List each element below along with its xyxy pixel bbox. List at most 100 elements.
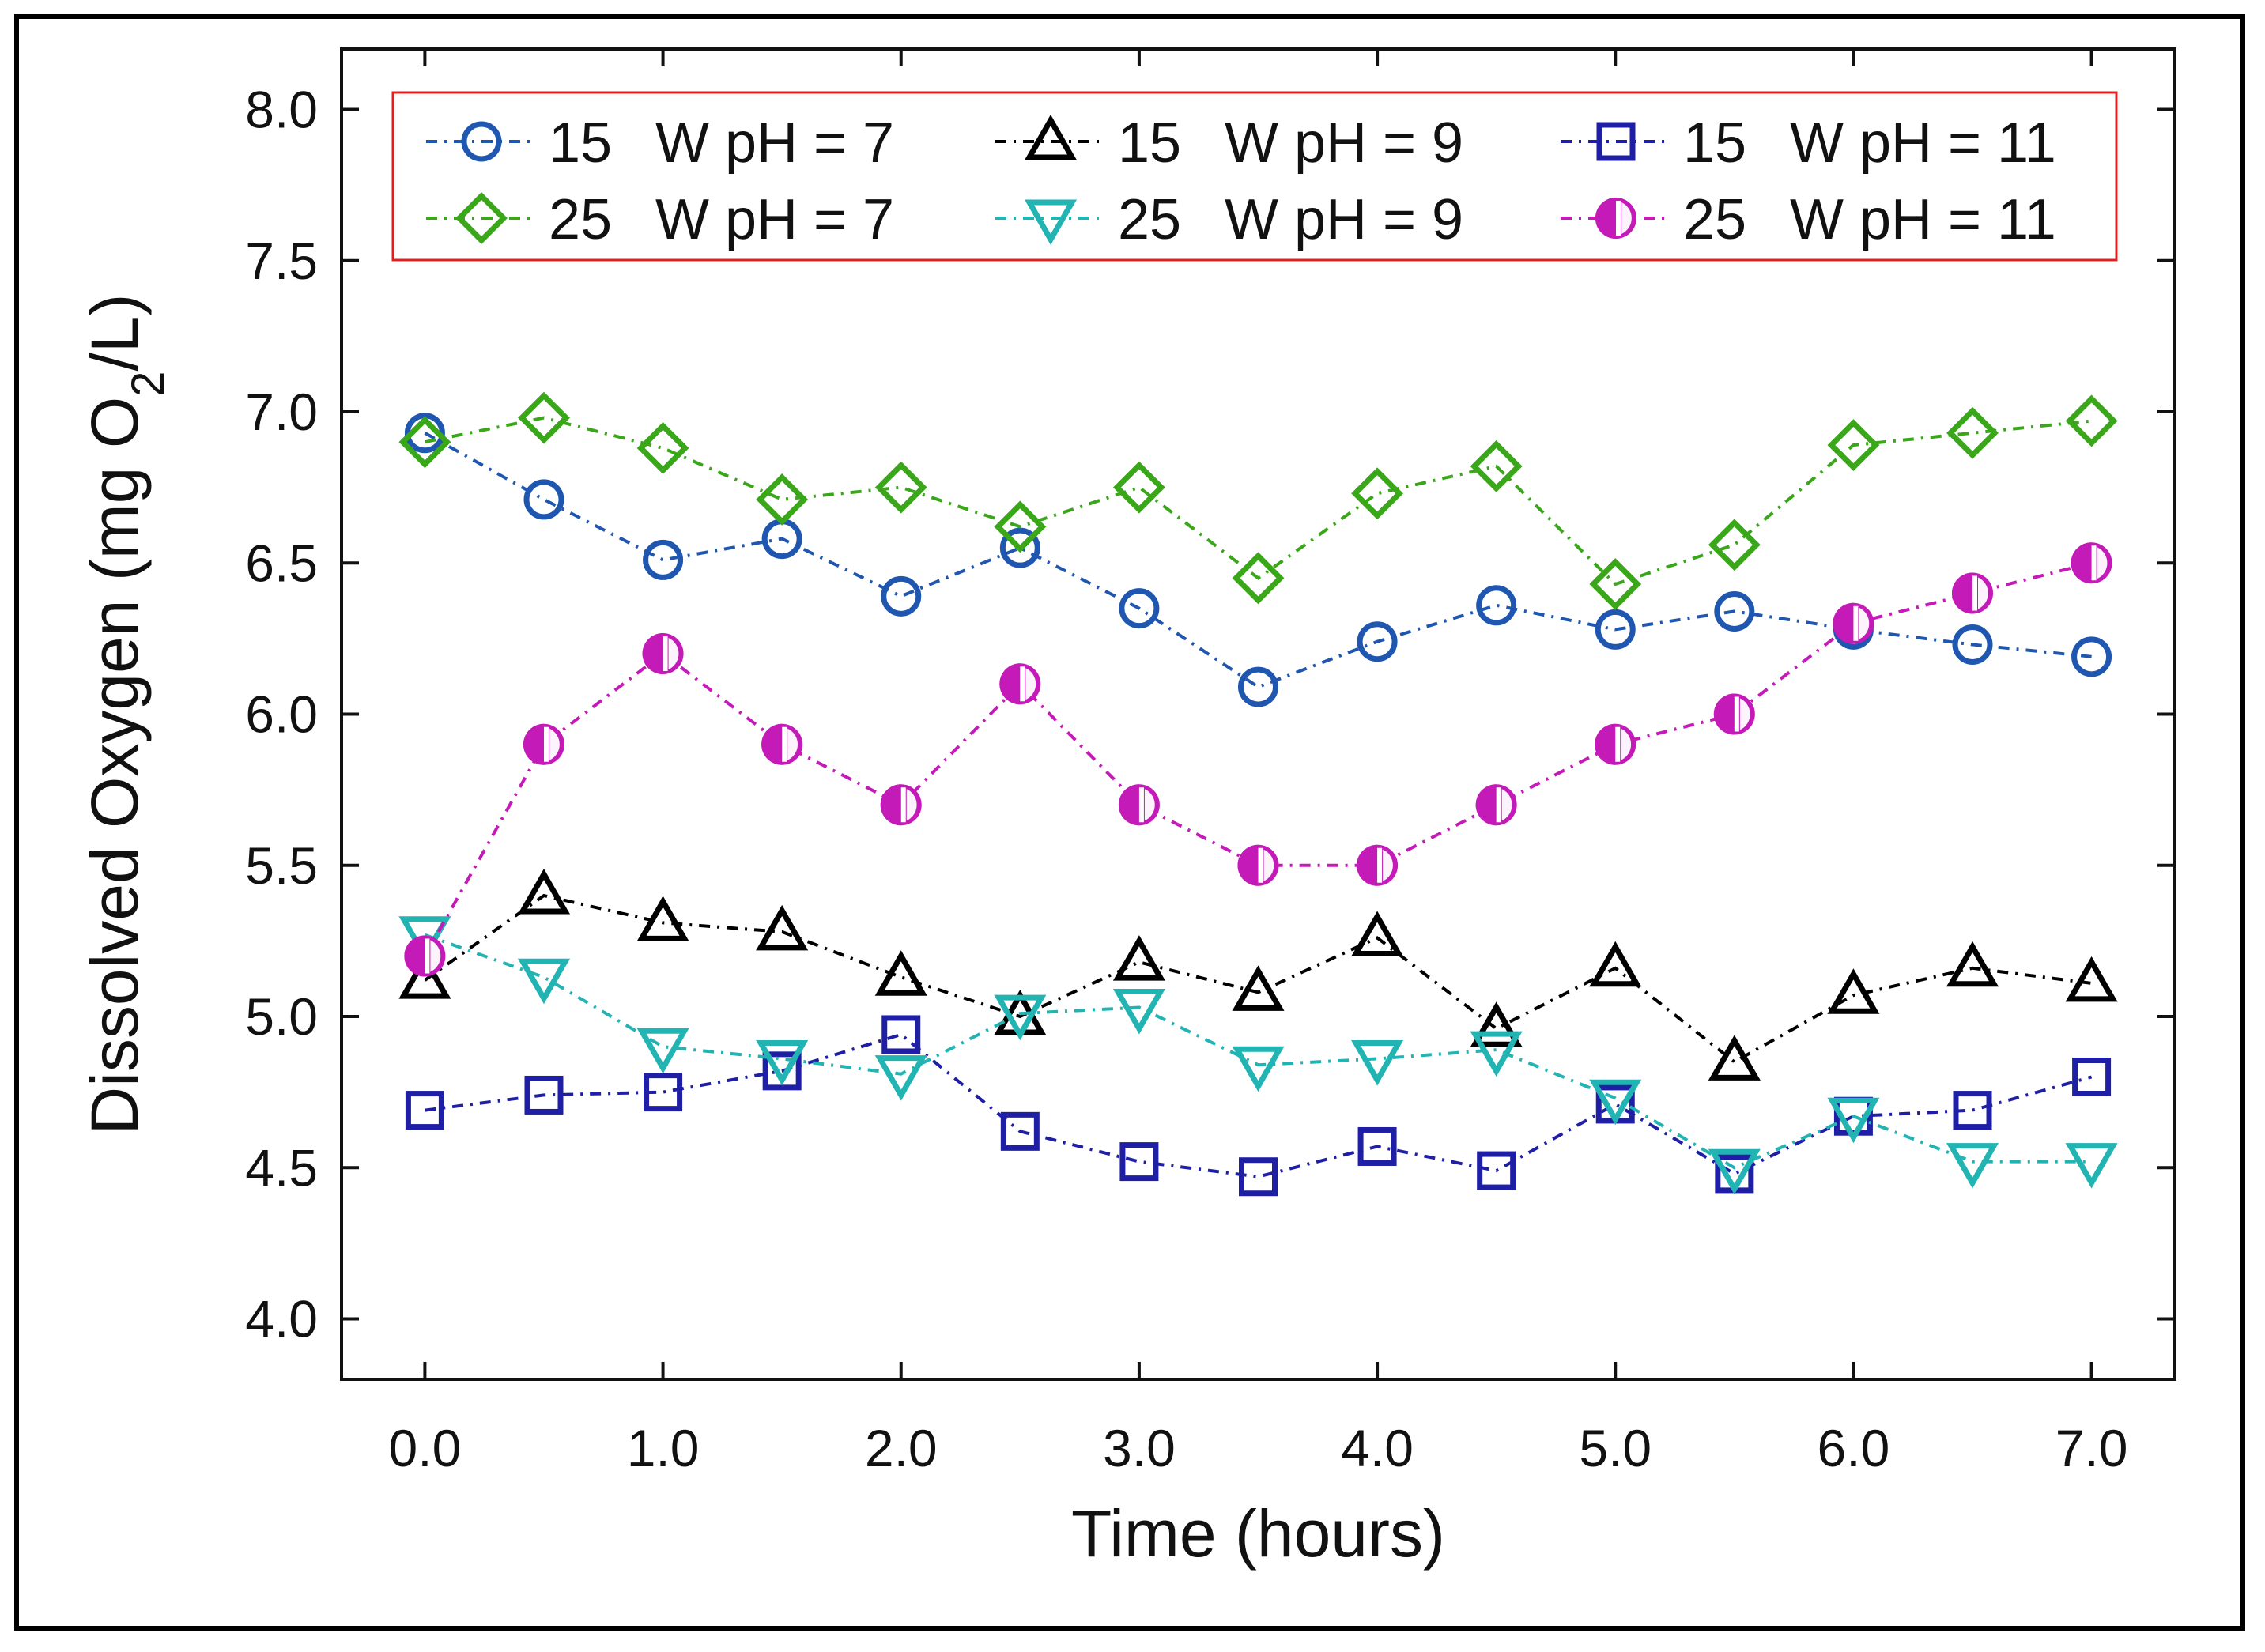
data-point bbox=[1589, 941, 1642, 987]
data-point bbox=[1708, 1035, 1761, 1081]
data-point bbox=[636, 896, 689, 941]
legend-item: 25 W pH = 7 bbox=[426, 188, 894, 251]
data-point bbox=[2065, 956, 2118, 1002]
series-line bbox=[425, 1032, 2093, 1179]
series-line bbox=[424, 933, 2092, 1170]
data-point bbox=[1351, 1040, 1404, 1086]
data-point bbox=[524, 1075, 564, 1115]
data-point bbox=[1351, 467, 1404, 520]
legend-item: 15 W pH = 7 bbox=[426, 111, 894, 175]
data-point bbox=[517, 958, 571, 1005]
data-point bbox=[1708, 1148, 1761, 1195]
data-point bbox=[1714, 590, 1755, 632]
data-point bbox=[874, 1055, 927, 1101]
data-point bbox=[1357, 1126, 1397, 1166]
legend-label-unit: W pH = 9 bbox=[1225, 111, 1463, 175]
data-point bbox=[874, 461, 927, 514]
x-tick-label: 4.0 bbox=[1341, 1419, 1414, 1477]
y-tick-label: 4.0 bbox=[245, 1290, 318, 1348]
data-point bbox=[1952, 572, 1994, 614]
data-point bbox=[1595, 723, 1636, 765]
data-point bbox=[1827, 419, 1880, 472]
legend-box bbox=[391, 91, 2118, 262]
data-point bbox=[1470, 1031, 1523, 1077]
data-point bbox=[880, 784, 922, 826]
data-point bbox=[1833, 602, 1874, 644]
data-point bbox=[1946, 1143, 1999, 1189]
data-point bbox=[1713, 693, 1755, 735]
series-diamond bbox=[398, 391, 2118, 610]
series-triangle-up bbox=[398, 868, 2118, 1081]
data-point bbox=[1232, 552, 1285, 605]
data-point bbox=[881, 575, 922, 617]
x-tick-label: 5.0 bbox=[1579, 1419, 1652, 1477]
figure-frame: 0.0 1.0 2.0 3.0 4.0 5.0 6.0 7.0 4.0 4.5 5.0 5.5 6.0 6… bbox=[14, 14, 2245, 1631]
series-line bbox=[424, 893, 2092, 1064]
data-point bbox=[1232, 1046, 1285, 1092]
data-point bbox=[1239, 1157, 1278, 1197]
data-point bbox=[994, 500, 1047, 553]
x-axis-title: Time (hours) bbox=[1071, 1496, 1445, 1571]
legend-label-unit: W pH = 11 bbox=[1790, 188, 2056, 251]
y-tick-label: 4.5 bbox=[245, 1138, 318, 1197]
data-point bbox=[1112, 935, 1165, 981]
data-point bbox=[2071, 636, 2112, 677]
data-point bbox=[405, 1091, 444, 1130]
legend-marker bbox=[455, 192, 508, 244]
legend-marker bbox=[461, 121, 502, 162]
legend-marker bbox=[1024, 114, 1078, 160]
data-point bbox=[643, 539, 684, 580]
data-point bbox=[1112, 461, 1165, 514]
data-point bbox=[1708, 519, 1761, 571]
data-point bbox=[1475, 784, 1517, 826]
legend-label-number: 25 bbox=[1683, 188, 1746, 251]
y-tick-label: 6.0 bbox=[245, 685, 318, 744]
data-point bbox=[523, 479, 564, 520]
data-point bbox=[523, 723, 564, 765]
data-point bbox=[642, 633, 684, 674]
data-point bbox=[398, 953, 451, 999]
data-point bbox=[2072, 1058, 2112, 1096]
data-point bbox=[881, 1015, 921, 1054]
legend-marker bbox=[1024, 199, 1078, 246]
legend-label-unit: W pH = 7 bbox=[655, 111, 894, 175]
data-point bbox=[518, 391, 570, 444]
data-point bbox=[999, 527, 1040, 568]
data-point bbox=[1119, 1142, 1159, 1182]
x-tick-label: 1.0 bbox=[627, 1419, 700, 1477]
data-point bbox=[1827, 968, 1880, 1014]
x-tick-label: 6.0 bbox=[1818, 1419, 1890, 1477]
data-point bbox=[1827, 1097, 1880, 1144]
series-triangle-down bbox=[398, 916, 2118, 1195]
data-point bbox=[1946, 406, 1999, 459]
data-point bbox=[1112, 989, 1165, 1035]
data-point bbox=[1000, 1111, 1040, 1151]
y-tick-label: 7.0 bbox=[245, 383, 318, 441]
legend-item: 25 W pH = 11 bbox=[1561, 188, 2056, 251]
data-point bbox=[1952, 624, 1993, 666]
legend-marker bbox=[1595, 198, 1636, 239]
data-point bbox=[636, 421, 689, 474]
data-point bbox=[644, 1073, 683, 1112]
data-point bbox=[2065, 394, 2118, 447]
data-point bbox=[756, 1040, 809, 1086]
legend-item: 15 W pH = 11 bbox=[1561, 111, 2056, 175]
legend-label-number: 15 bbox=[549, 111, 612, 175]
data-point bbox=[1470, 439, 1523, 492]
line-chart: 0.0 1.0 2.0 3.0 4.0 5.0 6.0 7.0 4.0 4.5 5.0 5.5 6.0 6… bbox=[77, 47, 2176, 1571]
y-tick-label: 6.5 bbox=[245, 534, 318, 592]
y-tick-label: 5.0 bbox=[245, 987, 318, 1046]
data-point bbox=[1589, 1079, 1642, 1126]
series-line bbox=[424, 432, 2092, 689]
legend-label-unit: W pH = 7 bbox=[655, 188, 894, 251]
axis-labels: Time (hours) Dissolved Oxygen (mg O2/L) bbox=[77, 294, 1445, 1571]
data-point bbox=[398, 916, 451, 962]
legend-item: 15 W pH = 9 bbox=[995, 111, 1463, 175]
axes: 0.0 1.0 2.0 3.0 4.0 5.0 6.0 7.0 4.0 4.5 5.0 5.5 6.0 6… bbox=[245, 47, 2176, 1477]
data-point bbox=[1238, 666, 1278, 707]
legend-item: 25 W pH = 9 bbox=[995, 188, 1463, 251]
series-square bbox=[405, 1015, 2112, 1197]
data-point bbox=[1351, 911, 1404, 957]
data-point bbox=[2065, 1143, 2118, 1189]
x-tick-label: 7.0 bbox=[2055, 1419, 2128, 1477]
